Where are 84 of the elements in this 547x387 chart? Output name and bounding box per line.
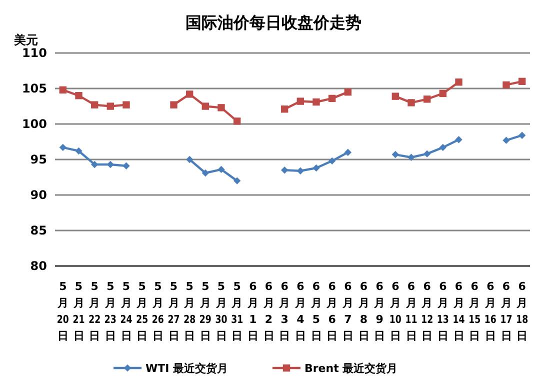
xtick: 6 月 15 日 (468, 280, 484, 342)
point (233, 118, 241, 125)
legend-label: Brent 最近交货月 (304, 362, 398, 375)
xtick: 6 月 3 日 (279, 280, 290, 342)
point (280, 105, 288, 113)
xtick: 5 月 30 日 (215, 280, 231, 342)
point (280, 166, 288, 174)
point (328, 157, 336, 165)
xtick: 5 月 24 日 (120, 280, 136, 342)
xtick: 5 月 26 日 (152, 280, 168, 342)
xtick: 6 月 17 日 (500, 280, 516, 342)
point (312, 98, 320, 106)
point (233, 177, 241, 184)
point (122, 162, 130, 170)
point (202, 169, 210, 177)
point (218, 166, 225, 174)
point (408, 99, 415, 106)
xtick: 6 月 7 日 (342, 280, 354, 342)
ylabel: 美元 (14, 33, 38, 47)
ytick: 80 (30, 259, 47, 273)
point (75, 147, 82, 155)
xtick: 6 月 14 日 (452, 280, 468, 342)
xtick: 6 月 6 日 (326, 280, 338, 342)
ytick: 85 (30, 224, 47, 238)
xtick: 5 月 23 日 (104, 280, 120, 342)
xtick: 6 月 10 日 (389, 280, 405, 342)
xtick: 6 月 11 日 (405, 280, 421, 342)
xtick: 6 月 13 日 (436, 280, 452, 342)
point (502, 136, 510, 144)
point (518, 78, 526, 85)
xtick: 5 月 27 日 (168, 280, 184, 342)
point (59, 144, 67, 152)
point (423, 150, 431, 158)
point (455, 78, 462, 86)
point (296, 98, 304, 105)
xtick: 6 月 4 日 (294, 280, 306, 342)
point (344, 148, 352, 156)
ytick: 90 (30, 188, 47, 202)
point (518, 132, 526, 139)
point (106, 160, 114, 168)
xtick: 5 月 29 日 (199, 280, 215, 342)
point (296, 167, 304, 174)
xtick: 5 月 22 日 (88, 280, 104, 342)
point (202, 102, 210, 110)
xtick: 6 月 12 日 (421, 280, 436, 342)
point (90, 160, 98, 168)
xtick: 6 月 1 日 (247, 280, 258, 342)
xtick: 6 月 9 日 (374, 280, 386, 342)
xtick: 6 月 2 日 (263, 280, 274, 342)
point (312, 164, 320, 172)
xtick: 5 月 31 日 (231, 280, 246, 342)
xtick: 6 月 5 日 (310, 280, 322, 342)
point (186, 156, 194, 164)
legend-label: WTI 最近交货月 (146, 362, 228, 375)
xtick: 5 月 25 日 (136, 280, 152, 342)
ytick: 105 (22, 82, 47, 96)
point (170, 101, 178, 108)
ytick: 100 (22, 117, 47, 131)
point (439, 90, 447, 98)
point (439, 144, 447, 152)
point (328, 94, 336, 102)
xtick: 5 月 28 日 (184, 280, 199, 342)
point (344, 88, 352, 96)
xtick: 6 月 8 日 (358, 280, 370, 342)
point (59, 86, 67, 94)
point (392, 92, 400, 100)
point (186, 90, 194, 98)
point (392, 150, 400, 158)
point (502, 81, 510, 89)
ytick: 95 (30, 152, 47, 166)
point (122, 101, 130, 108)
point (455, 136, 462, 144)
xtick: 6 月 16 日 (484, 280, 500, 342)
xtick: 6 月 18 日 (516, 280, 532, 342)
point (218, 104, 225, 112)
point (90, 101, 98, 108)
ytick: 110 (22, 46, 47, 60)
title: 国际油价每日收盘价走势 (186, 13, 362, 32)
xtick: 5 月 20 日 (56, 280, 72, 342)
point (106, 102, 114, 110)
point (75, 92, 82, 100)
xtick: 5 月 21 日 (72, 280, 88, 342)
point (408, 154, 415, 161)
point (423, 96, 431, 103)
